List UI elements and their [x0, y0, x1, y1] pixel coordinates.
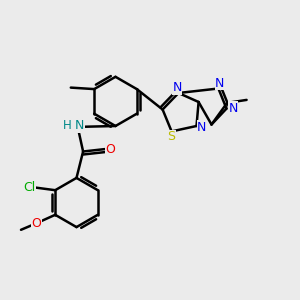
- Text: H: H: [63, 119, 72, 132]
- Text: Cl: Cl: [23, 181, 35, 194]
- Text: O: O: [105, 142, 115, 156]
- Text: O: O: [32, 217, 41, 230]
- Text: N: N: [197, 121, 207, 134]
- Text: N: N: [228, 102, 238, 115]
- Text: N: N: [74, 119, 84, 132]
- Text: N: N: [215, 76, 225, 90]
- Text: S: S: [168, 130, 176, 143]
- Text: N: N: [172, 81, 182, 94]
